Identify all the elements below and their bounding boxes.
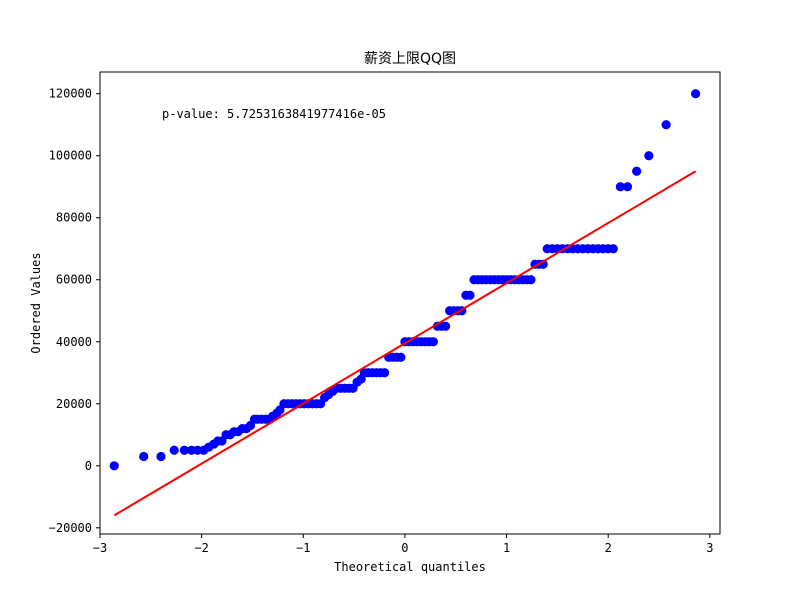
x-axis-label: Theoretical quantiles [334, 560, 486, 574]
data-point-108 [632, 166, 642, 176]
y-axis-label: Ordered Values [29, 252, 43, 353]
x-tick-label-2: −1 [296, 541, 310, 555]
data-point-1 [139, 451, 149, 462]
data-point-109 [644, 151, 654, 161]
data-point-73 [465, 290, 475, 300]
data-point-2 [156, 451, 166, 462]
ticks-layer: −3 −2 −1 0 1 2 3 −20000 0 20000 40000 60000 80000 100… [49, 87, 714, 555]
x-tick-label-5: 2 [605, 541, 612, 555]
y-tick-label-7: 120000 [49, 87, 92, 101]
y-tick-label-2: 20000 [56, 397, 92, 411]
y-tick-label-6: 100000 [49, 149, 92, 163]
data-point-88 [526, 275, 536, 285]
data-point-3 [169, 445, 179, 455]
x-tick-label-6: 3 [706, 541, 713, 555]
data-point-67 [440, 321, 451, 331]
x-tick-label-4: 1 [503, 541, 510, 555]
y-tick-label-4: 60000 [56, 273, 92, 287]
p-value-annotation: p-value: 5.7253163841977416e-05 [162, 107, 386, 121]
fit-line [113, 170, 697, 517]
y-tick-label-0: −20000 [49, 521, 92, 535]
y-tick-label-5: 80000 [56, 211, 92, 225]
x-tick-label-1: −2 [194, 541, 208, 555]
data-point-4 [179, 445, 189, 455]
y-tick-label-3: 40000 [56, 335, 92, 349]
data-point-111 [691, 89, 701, 99]
chart-title: 薪资上限QQ图 [364, 51, 456, 67]
data-point-56 [396, 352, 406, 362]
data-point-52 [379, 368, 390, 378]
x-tick-label-0: −3 [93, 541, 107, 555]
plot-frame [99, 71, 721, 535]
data-point-64 [428, 337, 438, 347]
data-point-107 [622, 182, 633, 192]
data-point-0 [109, 461, 119, 471]
marks-layer [109, 89, 701, 517]
data-point-105 [608, 244, 618, 254]
data-point-106 [615, 182, 625, 192]
x-tick-label-3: 0 [401, 541, 408, 555]
y-tick-label-1: 0 [85, 459, 92, 473]
data-point-110 [661, 120, 671, 130]
